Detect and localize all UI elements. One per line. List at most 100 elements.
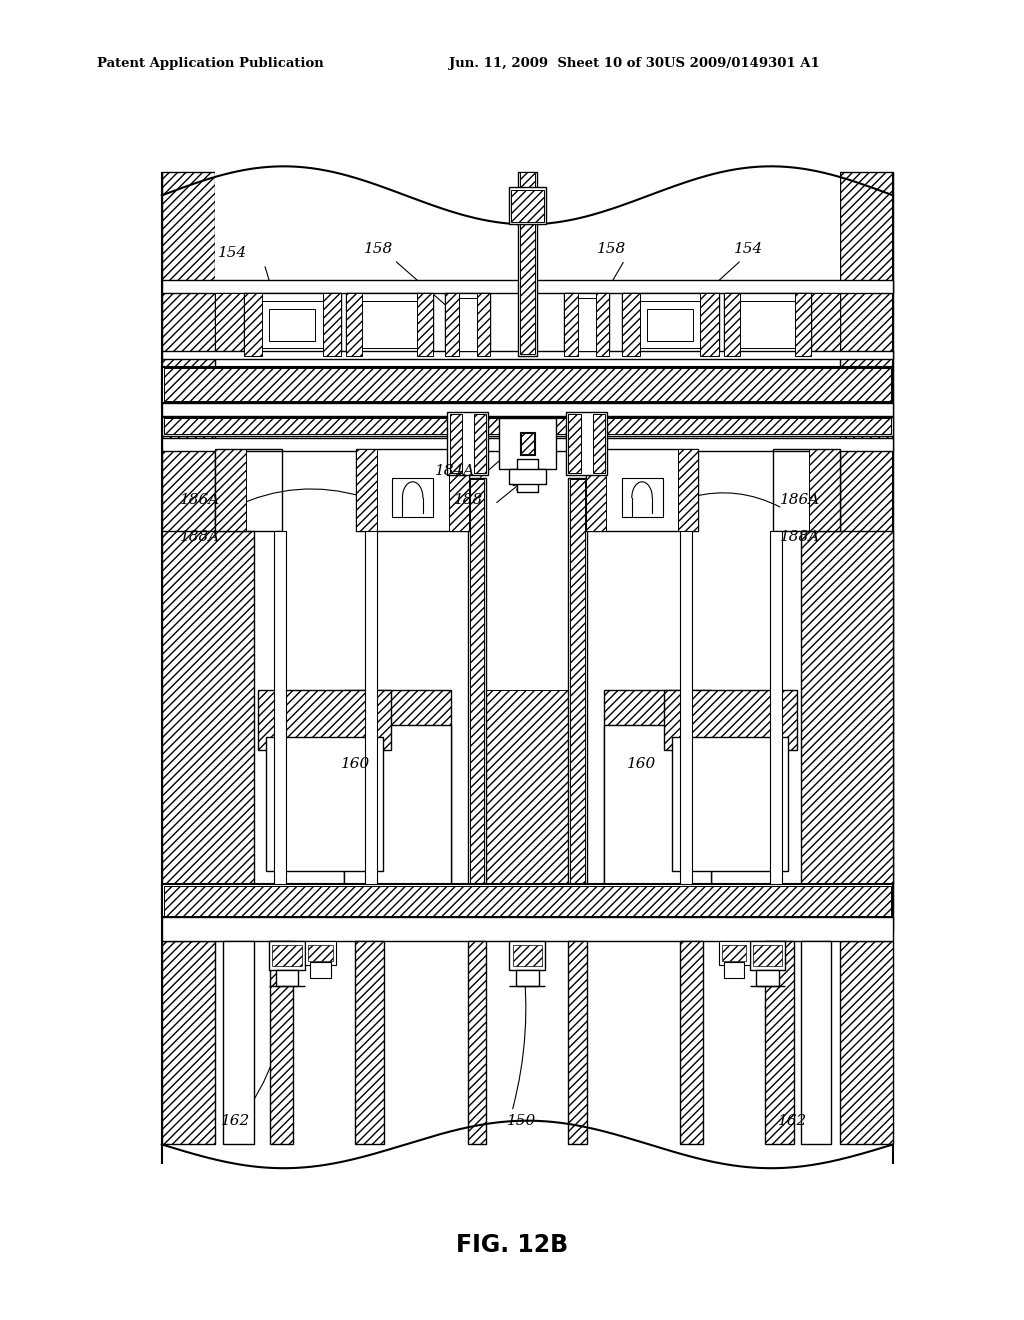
Bar bbox=[162, 884, 893, 917]
Text: 186A: 186A bbox=[780, 494, 820, 507]
Bar bbox=[564, 293, 609, 356]
Bar bbox=[840, 941, 893, 1144]
Bar bbox=[622, 293, 719, 356]
Bar bbox=[215, 172, 840, 290]
Bar bbox=[308, 945, 333, 961]
Bar bbox=[521, 433, 534, 454]
Text: 154: 154 bbox=[218, 247, 248, 260]
Bar bbox=[593, 414, 605, 473]
Text: 162: 162 bbox=[220, 1114, 250, 1127]
Bar bbox=[811, 293, 840, 356]
Bar bbox=[566, 412, 607, 475]
Bar bbox=[801, 531, 893, 884]
Text: 150: 150 bbox=[507, 1114, 537, 1127]
Bar bbox=[511, 190, 544, 222]
Bar bbox=[510, 941, 545, 970]
Bar bbox=[274, 531, 287, 884]
Text: 162: 162 bbox=[778, 1114, 807, 1127]
Bar bbox=[356, 449, 377, 531]
Bar bbox=[445, 293, 459, 356]
Text: 160: 160 bbox=[627, 758, 656, 771]
Bar bbox=[568, 941, 587, 1144]
Bar bbox=[795, 293, 811, 356]
Bar bbox=[323, 293, 341, 356]
Text: 186A: 186A bbox=[180, 494, 220, 507]
Bar bbox=[622, 293, 640, 356]
Bar bbox=[801, 941, 831, 1144]
Bar bbox=[724, 293, 740, 356]
Bar bbox=[568, 414, 581, 473]
Bar bbox=[162, 280, 893, 293]
Bar bbox=[362, 301, 417, 348]
Text: 160: 160 bbox=[341, 758, 371, 771]
Bar bbox=[270, 941, 294, 1144]
Bar bbox=[518, 172, 537, 356]
Bar bbox=[244, 293, 341, 356]
Bar bbox=[468, 941, 486, 1144]
Bar bbox=[680, 531, 692, 884]
Bar bbox=[215, 449, 282, 531]
Bar bbox=[215, 293, 244, 356]
Bar bbox=[509, 187, 546, 224]
Bar bbox=[765, 941, 794, 1144]
Bar bbox=[604, 725, 711, 884]
Bar bbox=[258, 690, 391, 750]
Bar bbox=[724, 293, 811, 356]
Bar bbox=[223, 941, 254, 1144]
Bar bbox=[568, 478, 587, 884]
Bar bbox=[365, 531, 377, 884]
Bar bbox=[622, 478, 663, 517]
Bar bbox=[468, 478, 486, 884]
Bar bbox=[346, 293, 362, 356]
Bar bbox=[215, 449, 246, 531]
Bar bbox=[162, 941, 215, 1144]
Bar bbox=[680, 941, 703, 1144]
Bar bbox=[450, 414, 462, 473]
Bar bbox=[344, 725, 451, 884]
Bar bbox=[162, 351, 893, 359]
Bar bbox=[162, 403, 893, 416]
Bar bbox=[392, 478, 433, 517]
Bar bbox=[445, 293, 490, 356]
Bar bbox=[647, 309, 693, 341]
Bar bbox=[305, 941, 336, 965]
Text: US 2009/0149301 A1: US 2009/0149301 A1 bbox=[664, 57, 819, 70]
Bar bbox=[164, 418, 891, 434]
Bar bbox=[500, 418, 555, 469]
Bar bbox=[447, 412, 488, 475]
Bar bbox=[162, 438, 893, 451]
Bar bbox=[678, 449, 698, 531]
Text: 158: 158 bbox=[597, 243, 627, 256]
Bar bbox=[640, 301, 700, 348]
Bar bbox=[586, 449, 698, 531]
Bar bbox=[346, 293, 433, 356]
Bar bbox=[604, 690, 711, 884]
Text: 184A: 184A bbox=[435, 465, 475, 478]
Text: 154: 154 bbox=[734, 243, 764, 256]
Bar bbox=[809, 449, 840, 531]
Bar bbox=[356, 449, 469, 531]
Bar bbox=[700, 293, 719, 356]
Bar bbox=[586, 449, 606, 531]
Bar bbox=[310, 962, 331, 978]
Bar bbox=[162, 172, 215, 931]
Bar bbox=[740, 301, 795, 348]
Text: 188A: 188A bbox=[780, 531, 820, 544]
Bar bbox=[724, 962, 744, 978]
Bar bbox=[266, 737, 383, 871]
Text: Jun. 11, 2009  Sheet 10 of 30: Jun. 11, 2009 Sheet 10 of 30 bbox=[449, 57, 664, 70]
Bar bbox=[773, 449, 840, 531]
Bar bbox=[509, 469, 546, 484]
Bar bbox=[664, 690, 797, 750]
Bar bbox=[244, 293, 262, 356]
Bar bbox=[750, 941, 785, 970]
Bar bbox=[449, 449, 469, 531]
Text: 188: 188 bbox=[454, 494, 483, 507]
Bar bbox=[355, 941, 384, 1144]
Bar bbox=[459, 298, 477, 351]
Bar bbox=[344, 690, 451, 884]
Text: 158: 158 bbox=[364, 243, 393, 256]
Bar bbox=[474, 414, 486, 473]
Bar bbox=[516, 970, 539, 986]
Bar bbox=[486, 690, 568, 884]
